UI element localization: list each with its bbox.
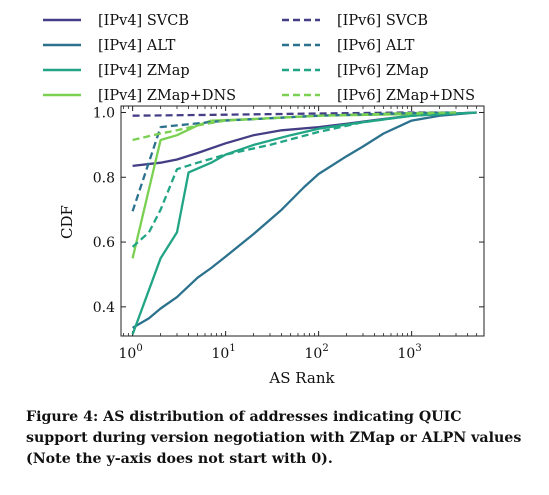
x-tick-label: 100 bbox=[119, 343, 143, 362]
legend-label: [IPv4] ZMap+DNS bbox=[98, 88, 236, 104]
plot-area: 0.4 0.6 0.8 1.0 100 101 102 103 bbox=[93, 105, 485, 362]
series-line bbox=[131, 111, 457, 212]
chart-legend: [IPv4] SVCB [IPv4] ALT [IPv4] ZMap [IPv4] Z… bbox=[43, 13, 475, 104]
y-axis-label: CDF bbox=[58, 205, 76, 239]
chart-figure: [IPv4] SVCB [IPv4] ALT [IPv4] ZMap [IPv4] Z… bbox=[43, 13, 485, 387]
legend-label: [IPv4] ALT bbox=[98, 38, 176, 54]
series-line bbox=[131, 111, 457, 248]
y-tick-label: 0.6 bbox=[93, 235, 115, 251]
series-lines bbox=[131, 111, 477, 335]
legend-label: [IPv4] ZMap bbox=[98, 63, 190, 79]
x-tick-label: 101 bbox=[212, 343, 236, 362]
legend-label: [IPv6] ALT bbox=[337, 38, 415, 54]
figure-caption: Figure 4: AS distribution of addresses i… bbox=[26, 409, 522, 467]
x-tick-label: 102 bbox=[305, 343, 329, 362]
axis-ticks: 0.4 0.6 0.8 1.0 100 101 102 103 bbox=[93, 105, 485, 362]
legend-label: [IPv6] SVCB bbox=[337, 13, 428, 29]
y-tick-label: 0.4 bbox=[93, 300, 115, 316]
x-tick-label: 103 bbox=[398, 343, 422, 362]
y-tick-label: 0.8 bbox=[93, 170, 115, 186]
series-line bbox=[132, 111, 477, 168]
plot-frame bbox=[120, 105, 485, 337]
series-line bbox=[132, 111, 457, 142]
y-tick-label: 1.0 bbox=[93, 105, 115, 121]
series-line bbox=[131, 111, 477, 335]
legend-label: [IPv6] ZMap bbox=[337, 63, 429, 79]
legend-label: [IPv4] SVCB bbox=[98, 13, 189, 29]
x-axis-label: AS Rank bbox=[268, 369, 335, 387]
series-line bbox=[132, 111, 477, 329]
legend-label: [IPv6] ZMap+DNS bbox=[337, 88, 475, 104]
